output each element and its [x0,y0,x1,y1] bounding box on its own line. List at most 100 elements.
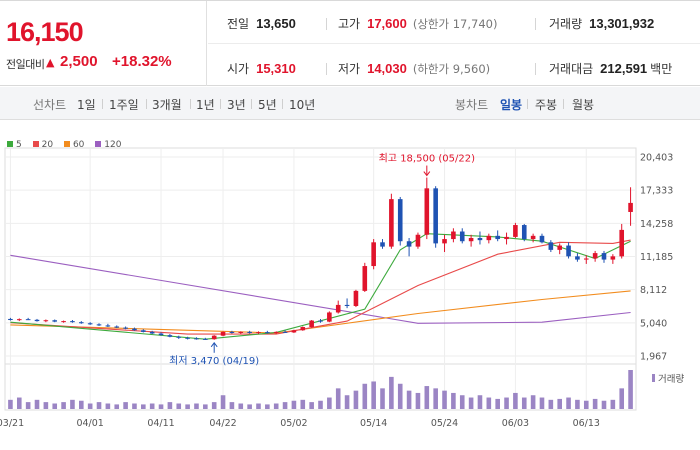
volume-bar [194,403,199,409]
volume-bars: 거래량 [8,370,684,409]
candle-body [8,318,13,321]
volume-bar [123,402,128,409]
y-tick-label: 8,112 [640,285,667,296]
legend-swatch [7,141,13,147]
volume-label: 거래량 [549,17,583,31]
volume-bar [610,399,616,409]
chart-axes: 20,403 17,333 14,258 11,185 8,112 5,040 1,967 0… [0,153,673,430]
price-box: 16,150 전일대비 ▲ 2,500 +18.32% [0,1,207,86]
volume-bar [132,403,137,409]
low-arrowhead-icon [210,341,218,348]
candle-body [16,319,22,321]
candle-body [123,327,128,329]
volume-bar [380,388,385,409]
volume-bar [619,388,625,409]
candle-body [433,188,438,244]
tab-5y[interactable]: 5년 [258,98,277,112]
tab-weekly[interactable]: 주봉 [535,98,558,112]
moving-averages [10,233,631,340]
volume-bar [203,404,208,409]
volume-bar [477,395,483,409]
volume-panel-frame [4,363,637,411]
volume-bar [424,386,430,409]
volume-bar [335,388,341,409]
row-divider [208,43,700,44]
volume-bar [566,397,571,409]
volume-bar [318,400,323,409]
legend-item-ma60: 60 [63,140,84,150]
prev-close: 전일 13,650 [227,15,296,32]
volume-bar [229,402,235,409]
tab-daily[interactable]: 일봉 [500,98,523,112]
prev-close-label: 전일 [227,17,250,31]
lower-limit: (하한가 9,560) [412,62,491,76]
candle-body [318,320,323,322]
candle-body [451,231,456,240]
candle-body [256,332,261,334]
volume-bar [353,390,359,409]
candle-body [52,320,58,322]
volume-bar [96,402,102,409]
candle-body [211,335,217,340]
volume-bar [247,404,252,409]
volume-bar [8,399,13,409]
divider [190,99,191,109]
high-price: 고가 17,600 (상한가 17,740) [338,15,497,32]
candle-body [265,332,270,334]
divider [251,99,252,109]
volume-bar [309,402,314,409]
tab-3y[interactable]: 3년 [227,98,246,112]
divider [527,99,528,109]
candle-body [158,333,164,336]
volume-value: 13,301,932 [589,16,655,31]
volume-bar [291,400,297,409]
volume-bar [397,383,403,409]
open-value: 15,310 [256,61,296,76]
candle-body [575,256,580,260]
candle-body [185,337,190,339]
candle-body [353,290,359,306]
candle-body [566,245,571,257]
legend-item-ma5: 5 [7,140,22,150]
divider [146,99,147,109]
volume-bar [521,397,527,409]
volume-bar [256,403,261,409]
divider [220,99,221,109]
volume-bar [34,399,40,409]
legend-label: 120 [104,140,122,150]
divider [535,63,536,75]
tab-1y[interactable]: 1년 [196,98,215,112]
divider [563,99,564,109]
candle-body [601,253,607,260]
tab-1d[interactable]: 1일 [77,98,96,112]
candle-body [282,331,288,333]
volume-bar [79,400,84,409]
candle-body [273,331,279,333]
volume-bar [592,398,598,409]
x-tick-label: 04/01 [76,418,103,429]
volume-legend-swatch [652,374,655,382]
tab-1w[interactable]: 1주일 [109,98,139,112]
volume-bar [513,392,518,409]
candle-body [96,324,102,326]
candle-body [513,225,518,237]
candle-body [539,235,545,243]
low-value: 14,030 [367,61,407,76]
candle-body [380,242,385,247]
tab-10y[interactable]: 10년 [289,98,316,112]
legend-label: 5 [16,140,22,150]
tab-3m[interactable]: 3개월 [152,98,182,112]
x-tick-label: 06/13 [573,418,600,429]
volume-bar [530,395,536,409]
legend-item-ma20: 20 [32,140,54,150]
candle-body [557,245,562,250]
candle-body [592,253,598,259]
low-annotation-label: 최저 3,470 (04/19) [169,355,259,367]
candle-body [247,331,252,333]
legend-label: 20 [41,140,54,150]
tab-monthly[interactable]: 월봉 [572,98,595,112]
ma20-line [10,239,631,335]
line-chart-label: 선차트 [33,98,67,112]
amount-label: 거래대금 [549,62,594,76]
volume-bar [273,403,279,409]
